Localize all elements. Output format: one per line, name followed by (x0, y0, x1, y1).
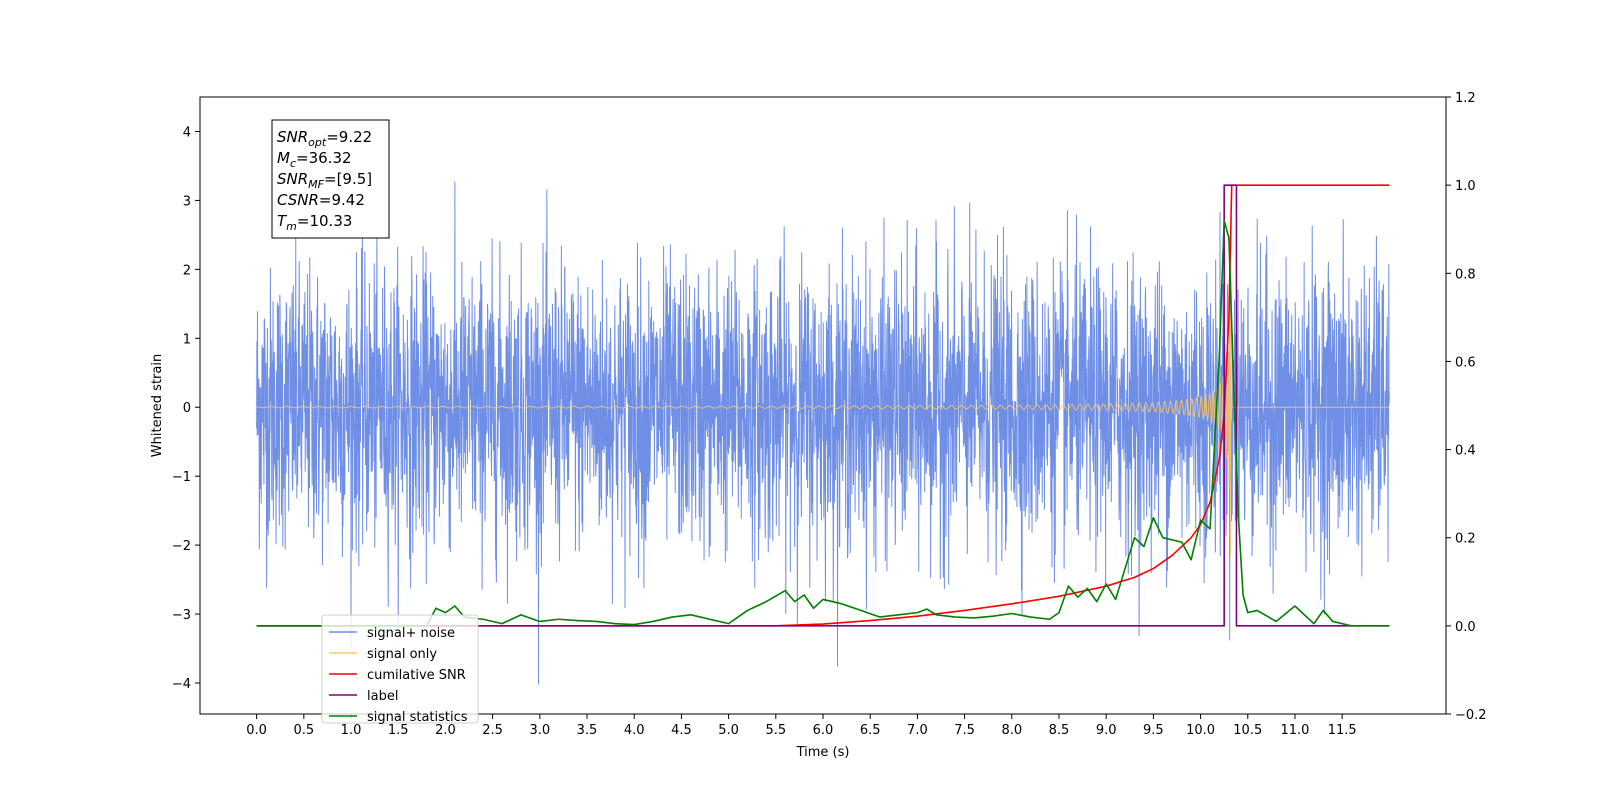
x-tick-label: 9.5 (1143, 723, 1164, 738)
y-tick-label: 4 (183, 125, 191, 140)
x-tick-label: 1.0 (341, 723, 362, 738)
y2-tick-label: 0.8 (1455, 267, 1476, 282)
x-tick-label: 4.0 (624, 723, 645, 738)
legend-label: label (367, 689, 398, 704)
y-tick-label: −4 (172, 677, 191, 692)
x-tick-label: 0.5 (293, 723, 314, 738)
y-tick-label: 0 (183, 401, 191, 416)
series-signal-only (256, 212, 1390, 557)
legend-label: signal only (367, 647, 437, 662)
y-tick-label: −2 (172, 539, 191, 554)
y2-tick-label: 0.6 (1455, 355, 1476, 370)
x-tick-label: 0.0 (246, 723, 267, 738)
y-tick-label: 3 (183, 194, 191, 209)
x-tick-label: 5.0 (718, 723, 739, 738)
x-axis-label: Time (s) (796, 745, 850, 760)
x-tick-label: 3.0 (529, 723, 550, 738)
info-line: CSNR=9.42 (277, 191, 365, 209)
y2-tick-label: 0.0 (1455, 620, 1476, 635)
y-axis-label: Whitened strain (150, 354, 165, 457)
x-tick-label: 11.0 (1280, 723, 1309, 738)
x-tick-label: 7.5 (954, 723, 975, 738)
x-tick-label: 2.0 (435, 723, 456, 738)
info-line: Mc=36.32 (277, 149, 352, 170)
y2-tick-label: 1.2 (1455, 91, 1476, 106)
x-tick-label: 10.5 (1233, 723, 1262, 738)
x-tick-label: 10.0 (1186, 723, 1215, 738)
y-tick-label: −1 (172, 470, 191, 485)
x-axis: 0.0 0.5 1.0 1.5 2.0 2.5 3.0 3.5 4.0 4.5 5.0 5.5 6.0 6… (246, 714, 1357, 738)
series-signal-statistics (256, 219, 1390, 627)
plot-area (256, 181, 1390, 685)
x-tick-label: 11.5 (1328, 723, 1357, 738)
series-signal-noise (256, 181, 1390, 685)
legend-label: signal+ noise (367, 626, 455, 641)
info-line: SNRopt=9.22 (277, 128, 372, 149)
x-tick-label: 8.5 (1049, 723, 1070, 738)
y2-tick-label: 1.0 (1455, 179, 1476, 194)
legend: signal+ noise signal only cumilative SNR la… (321, 614, 479, 725)
x-tick-label: 6.5 (860, 723, 881, 738)
y2-tick-label: −0.2 (1455, 708, 1487, 723)
y-axis-left: −4 −3 −2 −1 0 1 2 3 4 (172, 125, 200, 692)
x-tick-label: 5.5 (765, 723, 786, 738)
y-axis-right: −0.2 0.0 0.2 0.4 0.6 0.8 1.0 1.2 (1446, 91, 1487, 723)
y2-tick-label: 0.2 (1455, 532, 1476, 547)
x-tick-label: 2.5 (482, 723, 503, 738)
series-label (256, 184, 1390, 627)
x-tick-label: 1.5 (388, 723, 409, 738)
x-tick-label: 8.0 (1001, 723, 1022, 738)
info-line: SNRMF=[9.5] (277, 170, 372, 191)
x-tick-label: 4.5 (671, 723, 692, 738)
legend-label: signal statistics (367, 710, 468, 725)
info-line: Tm=10.33 (277, 212, 352, 233)
y2-tick-label: 0.4 (1455, 444, 1476, 459)
x-tick-label: 9.0 (1096, 723, 1117, 738)
x-tick-label: 7.0 (907, 723, 928, 738)
y-tick-label: 1 (183, 332, 191, 347)
x-tick-label: 3.5 (577, 723, 598, 738)
x-tick-label: 6.0 (813, 723, 834, 738)
y-tick-label: 2 (183, 263, 191, 278)
y-tick-label: −3 (172, 608, 191, 623)
legend-label: cumilative SNR (367, 668, 466, 683)
